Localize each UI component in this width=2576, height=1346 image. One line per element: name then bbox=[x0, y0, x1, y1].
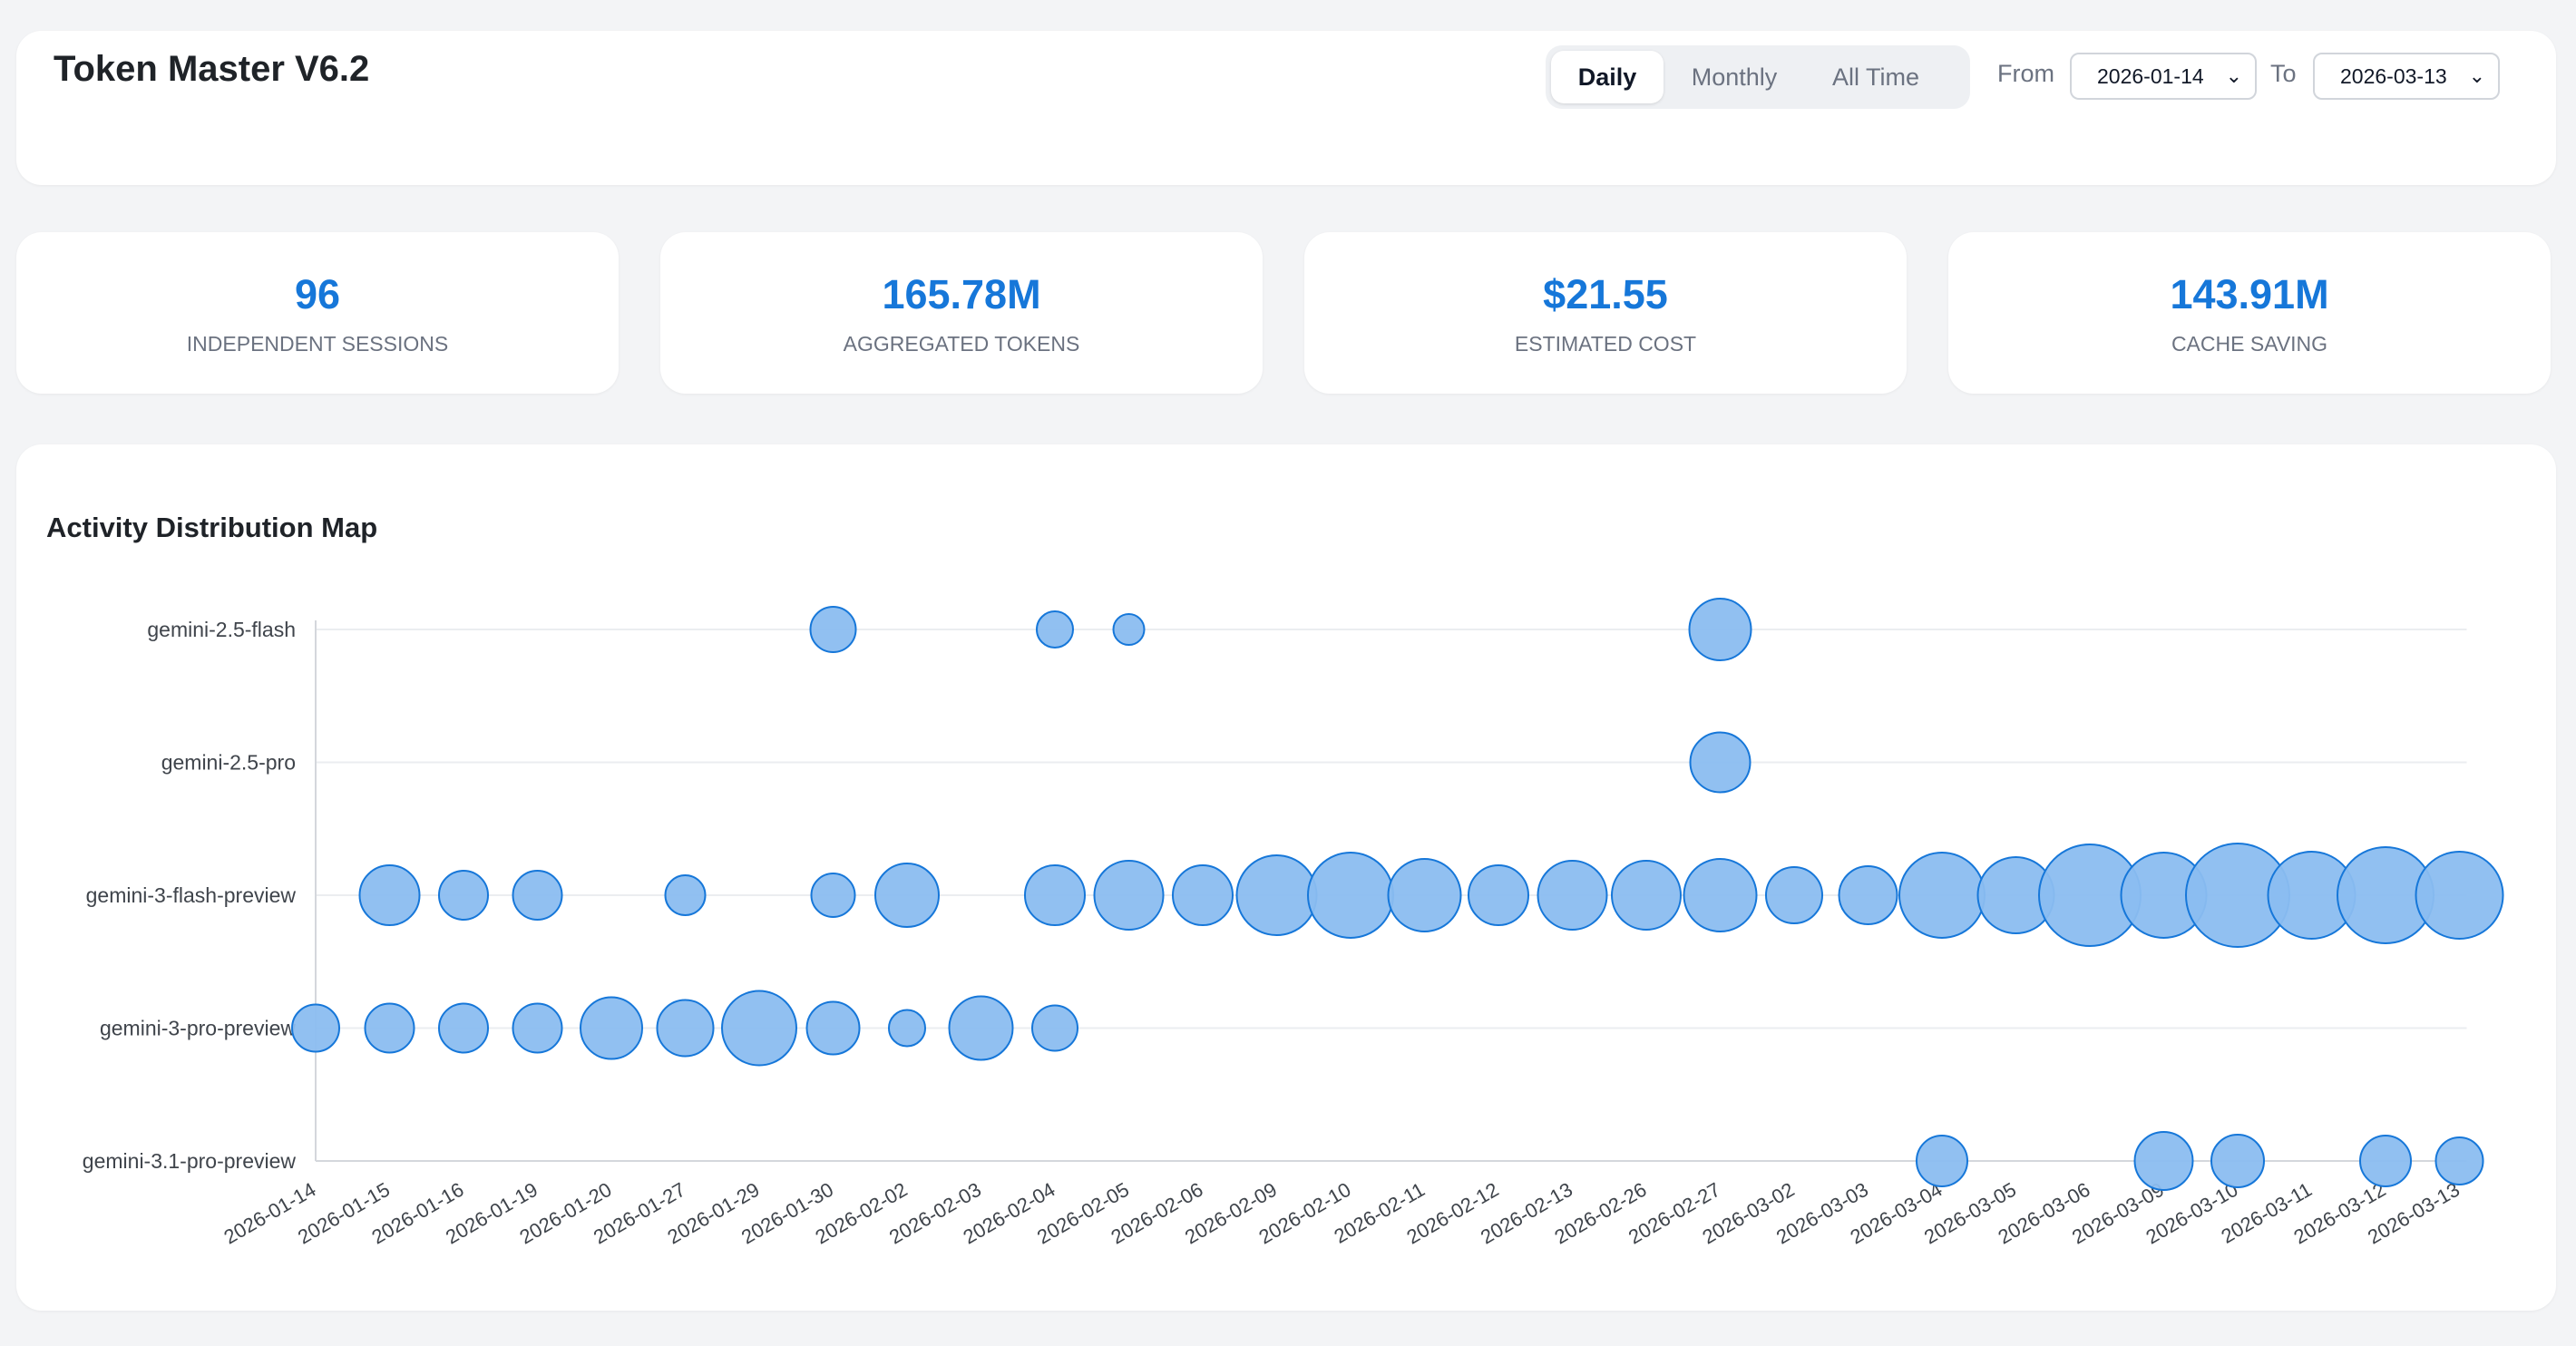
tab-all-time[interactable]: All Time bbox=[1831, 63, 1920, 91]
tab-daily[interactable]: Daily bbox=[1551, 51, 1664, 103]
data-bubble bbox=[809, 606, 857, 653]
data-bubble bbox=[1093, 860, 1165, 931]
data-bubble bbox=[291, 1003, 340, 1053]
to-date-select[interactable]: 2026-03-13 ⌄ bbox=[2313, 53, 2500, 100]
data-bubble bbox=[364, 1002, 415, 1054]
data-bubble bbox=[810, 873, 856, 918]
y-tick-label: gemini-3.1-pro-preview bbox=[83, 1149, 297, 1173]
tab-monthly[interactable]: Monthly bbox=[1691, 63, 1778, 91]
y-tick-label: gemini-2.5-flash bbox=[147, 618, 296, 641]
data-bubble bbox=[1031, 1004, 1078, 1052]
data-bubble bbox=[664, 874, 707, 916]
period-segmented-control: Daily Monthly All Time bbox=[1546, 45, 1970, 109]
data-bubble bbox=[1112, 613, 1146, 646]
stat-card-sessions: 96 INDEPENDENT SESSIONS bbox=[16, 232, 619, 394]
data-bubble bbox=[1024, 864, 1086, 926]
chevron-down-icon: ⌄ bbox=[2225, 64, 2242, 87]
data-bubble bbox=[1537, 860, 1608, 931]
stat-label: INDEPENDENT SESSIONS bbox=[186, 332, 449, 356]
data-bubble bbox=[1688, 598, 1752, 661]
data-bubble bbox=[1683, 858, 1758, 932]
data-bubble bbox=[1172, 864, 1234, 926]
data-bubble bbox=[2435, 1136, 2484, 1185]
app-title: Token Master V6.2 bbox=[54, 49, 370, 89]
data-bubble bbox=[1689, 731, 1751, 794]
data-bubble bbox=[512, 870, 563, 921]
chevron-down-icon: ⌄ bbox=[2468, 64, 2485, 87]
data-bubble bbox=[1387, 858, 1462, 932]
to-date-value: 2026-03-13 bbox=[2340, 64, 2447, 88]
data-bubble bbox=[512, 1002, 563, 1054]
stat-value: 165.78M bbox=[882, 271, 1041, 317]
stat-label: ESTIMATED COST bbox=[1514, 332, 1697, 356]
data-bubble bbox=[2415, 851, 2504, 940]
data-bubble bbox=[1036, 610, 1074, 649]
stat-value: $21.55 bbox=[1543, 271, 1668, 317]
data-bubble bbox=[805, 1000, 861, 1056]
data-bubble bbox=[874, 863, 940, 928]
data-bubble bbox=[2210, 1134, 2265, 1188]
stat-card-cost: $21.55 ESTIMATED COST bbox=[1304, 232, 1907, 394]
data-bubble bbox=[1611, 860, 1682, 931]
stat-label: CACHE SAVING bbox=[2171, 332, 2328, 356]
data-bubble bbox=[1307, 852, 1394, 939]
stat-card-tokens: 165.78M AGGREGATED TOKENS bbox=[660, 232, 1263, 394]
data-bubble bbox=[580, 996, 643, 1060]
chart-title: Activity Distribution Map bbox=[46, 512, 378, 543]
y-tick-label: gemini-2.5-pro bbox=[161, 751, 296, 775]
data-bubble bbox=[721, 990, 797, 1067]
data-bubble bbox=[1235, 854, 1318, 936]
data-bubble bbox=[888, 1009, 926, 1048]
from-date-value: 2026-01-14 bbox=[2097, 64, 2204, 88]
from-label: From bbox=[1997, 60, 2054, 87]
data-bubble bbox=[1898, 852, 1986, 939]
data-bubble bbox=[656, 999, 715, 1058]
data-bubble bbox=[438, 1002, 489, 1054]
y-tick-label: gemini-3-flash-preview bbox=[86, 883, 297, 907]
data-bubble bbox=[2359, 1135, 2412, 1187]
to-label: To bbox=[2270, 60, 2297, 87]
from-date-select[interactable]: 2026-01-14 ⌄ bbox=[2070, 53, 2257, 100]
data-bubble bbox=[438, 870, 489, 921]
data-bubble bbox=[1838, 865, 1898, 925]
data-bubble bbox=[1916, 1135, 1968, 1187]
data-bubble bbox=[1468, 864, 1529, 926]
stat-card-cache: 143.91M CACHE SAVING bbox=[1948, 232, 2551, 394]
stat-value: 143.91M bbox=[2170, 271, 2329, 317]
stat-label: AGGREGATED TOKENS bbox=[843, 332, 1080, 356]
data-bubble bbox=[1765, 866, 1823, 924]
data-bubble bbox=[358, 864, 421, 926]
data-bubble bbox=[2133, 1131, 2194, 1191]
stat-value: 96 bbox=[294, 271, 341, 317]
data-bubble bbox=[948, 995, 1014, 1061]
y-tick-label: gemini-3-pro-preview bbox=[100, 1017, 296, 1040]
